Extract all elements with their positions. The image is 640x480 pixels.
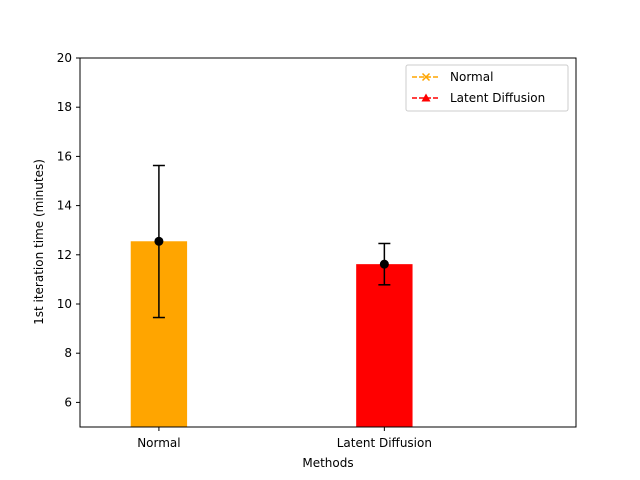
legend: Normal Latent Diffusion xyxy=(405,64,569,112)
mean-point-normal xyxy=(154,236,164,246)
legend-label-normal: Normal xyxy=(450,70,493,84)
y-tick-label-14: 14 xyxy=(57,199,72,213)
legend-box xyxy=(405,64,569,112)
y-axis-ticks: 6 8 10 12 14 16 18 20 xyxy=(57,51,80,409)
y-tick-label-8: 8 xyxy=(64,346,72,360)
x-tick-label-latent-diffusion: Latent Diffusion xyxy=(337,436,432,450)
legend-marker-normal xyxy=(421,72,431,82)
errorbars-group xyxy=(152,164,391,319)
y-tick-label-16: 16 xyxy=(57,149,72,163)
x-axis-label: Methods xyxy=(302,456,353,470)
legend-marker-latent-diffusion xyxy=(421,93,431,102)
y-tick-label-18: 18 xyxy=(57,100,72,114)
x-tick-label-normal: Normal xyxy=(137,436,180,450)
x-axis-ticks: Normal Latent Diffusion xyxy=(137,427,432,450)
y-axis-label: 1st iteration time (minutes) xyxy=(32,159,46,325)
y-tick-label-6: 6 xyxy=(64,395,72,409)
y-tick-label-10: 10 xyxy=(57,297,72,311)
plot-frame xyxy=(79,57,577,428)
y-tick-label-20: 20 xyxy=(57,51,72,65)
mean-point-latent-diffusion xyxy=(379,259,389,269)
bar-latent-diffusion xyxy=(356,264,413,427)
legend-label-latent-diffusion: Latent Diffusion xyxy=(450,91,545,105)
y-tick-label-12: 12 xyxy=(57,248,72,262)
